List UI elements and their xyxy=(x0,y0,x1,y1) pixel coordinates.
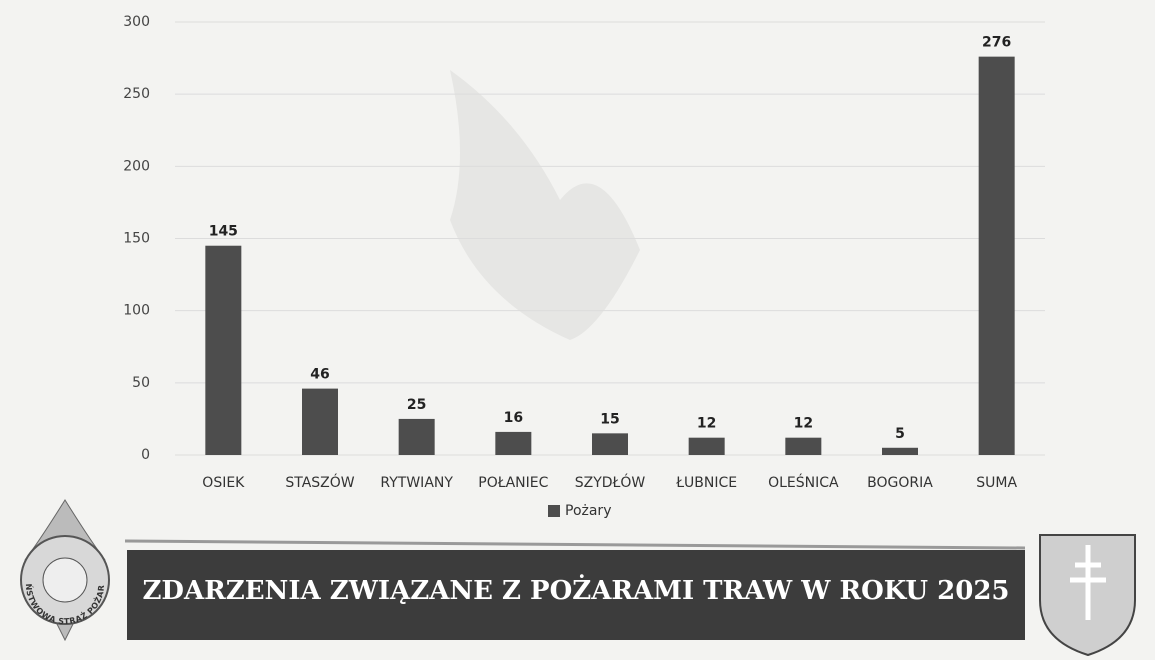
value-label: 145 xyxy=(209,224,238,240)
watermark xyxy=(450,70,640,340)
chart-title: ZDARZENIA ZWIĄZANE Z POŻARAMI TRAW W ROK… xyxy=(142,574,1009,606)
x-tick-label: BOGORIA xyxy=(867,475,933,491)
x-tick-label: OLEŚNICA xyxy=(768,473,839,491)
y-tick-label: 0 xyxy=(141,447,150,463)
x-tick-label: RYTWIANY xyxy=(380,475,453,491)
cross xyxy=(1070,545,1106,620)
bar xyxy=(398,418,435,455)
x-tick-label: SUMA xyxy=(976,475,1017,491)
y-tick-label: 100 xyxy=(123,303,150,319)
bar xyxy=(592,433,628,455)
banner-line xyxy=(124,539,1026,550)
x-tick-label: POŁANIEC xyxy=(478,475,548,491)
value-label: 5 xyxy=(895,426,905,442)
legend-label: Pożary xyxy=(565,503,611,519)
value-label: 46 xyxy=(310,367,329,383)
bar xyxy=(688,437,725,455)
value-label: 12 xyxy=(794,416,813,432)
x-tick-label: STASZÓW xyxy=(285,473,354,491)
x-tick-label: SZYDŁÓW xyxy=(575,473,646,491)
y-tick-label: 150 xyxy=(123,231,150,247)
value-label: 25 xyxy=(407,397,426,413)
bar xyxy=(495,431,532,455)
value-label: 276 xyxy=(982,35,1011,51)
value-label: 12 xyxy=(697,416,716,432)
title-banner: ZDARZENIA ZWIĄZANE Z POŻARAMI TRAW W ROK… xyxy=(124,539,1026,640)
banner-box xyxy=(127,550,1025,640)
value-label: 15 xyxy=(600,411,619,427)
x-tick-label: OSIEK xyxy=(202,475,245,491)
y-tick-label: 300 xyxy=(123,14,150,30)
logo-center xyxy=(42,557,88,603)
value-label: 16 xyxy=(504,410,523,426)
legend-swatch xyxy=(548,505,560,517)
bar xyxy=(205,245,242,455)
bar xyxy=(785,437,822,455)
logo-right xyxy=(1039,534,1136,657)
y-tick-label: 50 xyxy=(132,375,150,391)
bar xyxy=(882,447,918,455)
bar xyxy=(978,56,1015,455)
x-tick-label: ŁUBNICE xyxy=(675,475,737,491)
y-tick-label: 200 xyxy=(123,158,150,174)
bar xyxy=(302,388,338,455)
y-tick-label: 250 xyxy=(123,86,150,102)
